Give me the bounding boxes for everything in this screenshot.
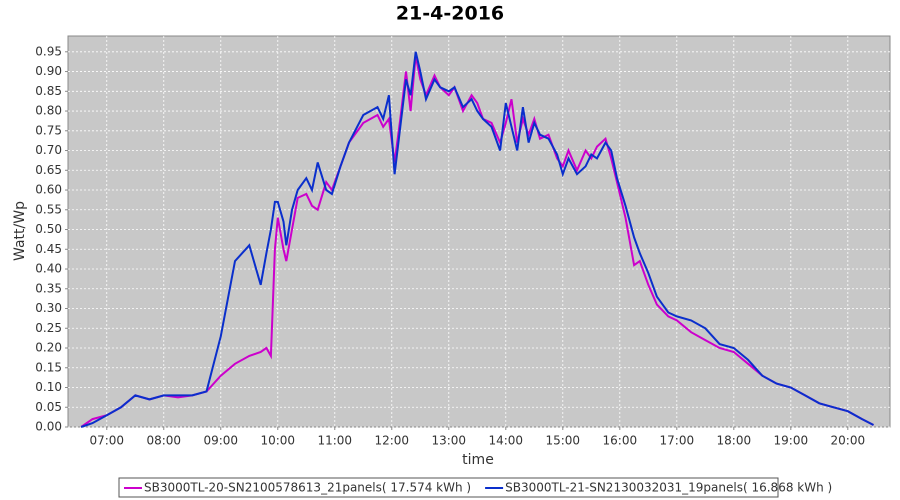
x-tick-label: 17:00 — [660, 434, 695, 448]
x-axis-label: time — [462, 452, 494, 468]
y-axis-label: Watt/Wp — [12, 201, 28, 261]
y-tick-label: 0.70 — [35, 143, 62, 157]
x-tick-label: 16:00 — [603, 434, 638, 448]
x-tick-label: 18:00 — [717, 434, 752, 448]
x-tick-label: 12:00 — [374, 434, 409, 448]
legend-label: SB3000TL-20-SN2100578613_21panels( 17.57… — [144, 481, 471, 495]
y-tick-label: 0.15 — [35, 360, 62, 374]
y-tick-label: 0.60 — [35, 183, 62, 197]
y-tick-label: 0.50 — [35, 222, 62, 236]
x-tick-label: 08:00 — [146, 434, 181, 448]
y-tick-label: 0.65 — [35, 163, 62, 177]
y-tick-label: 0.00 — [35, 420, 62, 434]
y-tick-label: 0.80 — [35, 104, 62, 118]
x-tick-label: 20:00 — [831, 434, 866, 448]
series-line — [80, 55, 874, 428]
legend-label: SB3000TL-21-SN2130032031_19panels( 16.86… — [505, 481, 832, 495]
plot-area — [67, 35, 891, 428]
y-tick-label: 0.20 — [35, 341, 62, 355]
legend — [118, 477, 779, 498]
y-tick-label: 0.45 — [35, 242, 62, 256]
y-tick-label: 0.90 — [35, 64, 62, 78]
y-tick-label: 0.85 — [35, 84, 62, 98]
chart-title: 21-4-2016 — [396, 3, 504, 25]
y-tick-label: 0.25 — [35, 321, 62, 335]
x-tick-label: 09:00 — [203, 434, 238, 448]
x-tick-label: 11:00 — [317, 434, 352, 448]
x-tick-label: 10:00 — [260, 434, 295, 448]
y-tick-label: 0.55 — [35, 202, 62, 216]
x-tick-label: 13:00 — [431, 434, 466, 448]
y-tick-label: 0.75 — [35, 123, 62, 137]
y-tick-label: 0.05 — [35, 400, 62, 414]
y-tick-label: 0.40 — [35, 262, 62, 276]
x-tick-label: 15:00 — [545, 434, 580, 448]
x-tick-label: 19:00 — [774, 434, 809, 448]
x-tick-label: 14:00 — [488, 434, 523, 448]
y-tick-label: 0.30 — [35, 301, 62, 315]
y-tick-label: 0.95 — [35, 44, 62, 58]
series-line — [80, 51, 874, 428]
x-tick-label: 07:00 — [89, 434, 124, 448]
y-tick-label: 0.10 — [35, 380, 62, 394]
y-tick-label: 0.35 — [35, 281, 62, 295]
